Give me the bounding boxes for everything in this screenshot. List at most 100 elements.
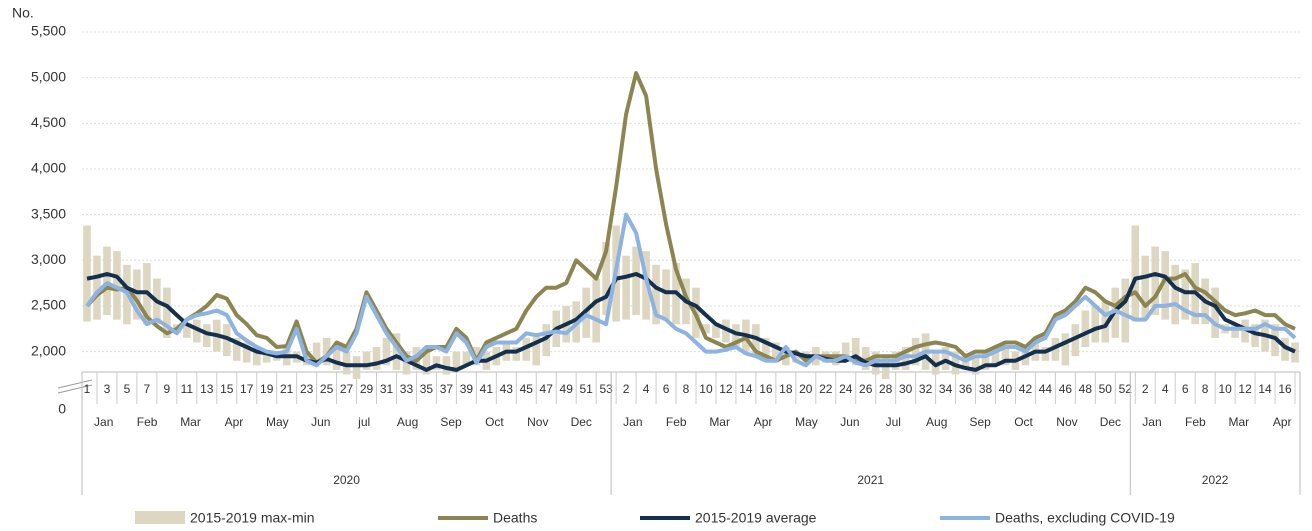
month-label: May bbox=[266, 415, 289, 429]
x-tick-label: 19 bbox=[260, 382, 274, 396]
range-bar bbox=[183, 324, 191, 338]
range-bar bbox=[1211, 287, 1219, 338]
range-bar bbox=[1101, 301, 1110, 343]
x-tick-label: 53 bbox=[599, 382, 613, 396]
y-tick-label: 2,500 bbox=[31, 297, 66, 313]
range-bar bbox=[871, 351, 880, 375]
range-bar bbox=[312, 342, 321, 361]
x-tick-label: 2 bbox=[1142, 382, 1149, 396]
range-bar bbox=[1131, 225, 1140, 322]
x-tick-label: 12 bbox=[719, 382, 733, 396]
range-bar bbox=[851, 337, 860, 366]
range-bar bbox=[252, 347, 261, 366]
x-tick-label: 2 bbox=[623, 382, 630, 396]
range-bar bbox=[1071, 324, 1080, 357]
x-tick-label: 38 bbox=[979, 382, 993, 396]
x-tick-label: 51 bbox=[579, 382, 593, 396]
range-bar bbox=[522, 337, 531, 361]
range-bar bbox=[762, 337, 770, 361]
range-bar bbox=[911, 337, 920, 366]
x-tick-label: 3 bbox=[104, 382, 111, 396]
range-bar bbox=[831, 351, 840, 366]
range-bar bbox=[462, 351, 471, 366]
range-bar bbox=[163, 287, 171, 338]
range-bar bbox=[792, 351, 800, 363]
range-bar bbox=[861, 347, 870, 370]
month-label: Sep bbox=[969, 415, 991, 429]
range-bar bbox=[1061, 333, 1070, 366]
month-label: Mar bbox=[180, 415, 201, 429]
range-bar bbox=[352, 356, 361, 379]
month-label: Feb bbox=[1185, 415, 1206, 429]
x-tick-label: 21 bbox=[280, 382, 294, 396]
x-tick-label: 48 bbox=[1079, 382, 1093, 396]
y-tick-label: 2,000 bbox=[31, 342, 66, 358]
range-bar bbox=[1121, 278, 1130, 343]
range-bar bbox=[652, 264, 660, 325]
range-bar bbox=[951, 351, 960, 375]
year-label: 2021 bbox=[857, 473, 884, 487]
range-bar bbox=[1001, 347, 1010, 366]
x-tick-label: 5 bbox=[124, 382, 131, 396]
x-tick-label: 4 bbox=[1162, 382, 1169, 396]
x-tick-label: 22 bbox=[819, 382, 833, 396]
y-axis-label: No. bbox=[12, 5, 34, 21]
x-tick-label: 6 bbox=[1182, 382, 1189, 396]
month-label: Dec bbox=[571, 415, 592, 429]
x-tick-label: 15 bbox=[220, 382, 234, 396]
month-label: Apr bbox=[754, 415, 773, 429]
x-tick-label: 24 bbox=[839, 382, 853, 396]
x-tick-label: 42 bbox=[1019, 382, 1033, 396]
range-bar bbox=[402, 351, 411, 375]
range-bar bbox=[981, 351, 990, 370]
range-bar bbox=[702, 324, 710, 334]
range-bar bbox=[1181, 269, 1189, 320]
month-label: Mar bbox=[1228, 415, 1249, 429]
month-label: Jan bbox=[1142, 415, 1161, 429]
y-tick-label: 5,500 bbox=[31, 23, 66, 39]
x-tick-label: 14 bbox=[739, 382, 753, 396]
range-bar bbox=[512, 347, 521, 361]
range-bar bbox=[392, 333, 401, 370]
legend-swatch bbox=[135, 511, 185, 524]
range-bar bbox=[1081, 310, 1090, 348]
range-bar bbox=[382, 337, 391, 366]
range-bar bbox=[1051, 337, 1060, 361]
range-bar bbox=[732, 324, 740, 348]
range-bar bbox=[203, 324, 211, 348]
month-label: Jan bbox=[94, 415, 113, 429]
x-tick-label: 41 bbox=[480, 382, 494, 396]
range-bar bbox=[232, 337, 241, 361]
x-tick-label: 47 bbox=[540, 382, 554, 396]
axis-break bbox=[57, 379, 93, 389]
x-tick-label: 12 bbox=[1238, 382, 1252, 396]
x-tick-label: 9 bbox=[164, 382, 171, 396]
month-label: May bbox=[795, 415, 818, 429]
x-tick-label: 40 bbox=[999, 382, 1013, 396]
range-bar bbox=[622, 255, 630, 320]
x-tick-label: 20 bbox=[799, 382, 813, 396]
range-bar bbox=[422, 351, 431, 375]
year-label: 2020 bbox=[333, 473, 360, 487]
range-bar bbox=[991, 351, 1000, 366]
x-tick-label: 27 bbox=[340, 382, 354, 396]
legend-label: Deaths bbox=[493, 510, 537, 526]
range-bar bbox=[113, 251, 121, 320]
x-tick-label: 7 bbox=[144, 382, 151, 396]
x-tick-label: 25 bbox=[320, 382, 334, 396]
month-label: Aug bbox=[926, 415, 947, 429]
x-tick-label: 37 bbox=[440, 382, 454, 396]
x-tick-label: 31 bbox=[380, 382, 394, 396]
x-tick-label: 50 bbox=[1099, 382, 1113, 396]
x-tick-label: 43 bbox=[500, 382, 514, 396]
range-bar bbox=[432, 356, 441, 370]
y-tick-label: 5,000 bbox=[31, 68, 66, 84]
month-label: Jul bbox=[886, 415, 901, 429]
range-bar bbox=[1291, 342, 1299, 363]
x-tick-label: 52 bbox=[1119, 382, 1133, 396]
y-tick-label: 3,500 bbox=[31, 205, 66, 221]
x-tick-label: 18 bbox=[779, 382, 793, 396]
x-tick-label: 44 bbox=[1039, 382, 1053, 396]
x-tick-label: 16 bbox=[1278, 382, 1292, 396]
